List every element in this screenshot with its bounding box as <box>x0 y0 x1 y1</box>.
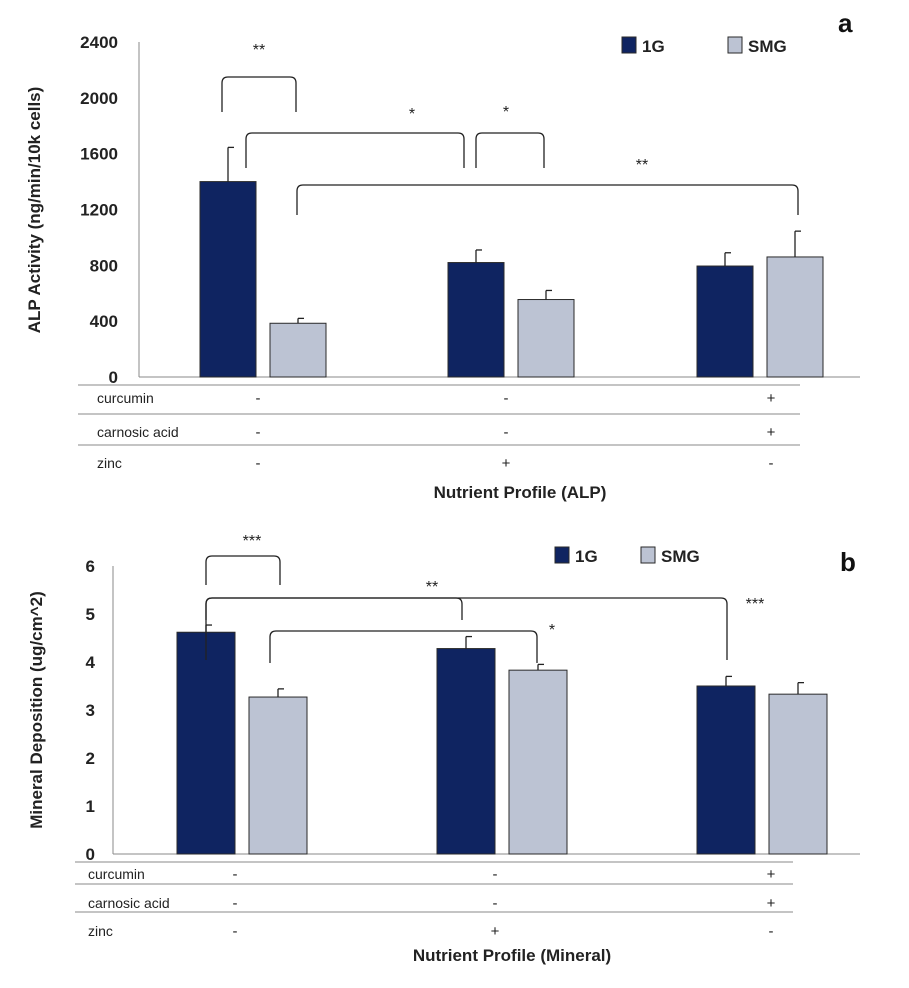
significance-label: ** <box>426 579 438 596</box>
condition-value: + <box>767 895 776 912</box>
legend-swatch-smg <box>640 546 656 564</box>
bar-1g-2 <box>436 648 496 855</box>
significance-label: ** <box>253 42 265 59</box>
y-tick-label: 5 <box>86 605 95 624</box>
y-tick-label: 0 <box>86 845 95 864</box>
bar-smg-1 <box>269 322 327 378</box>
condition-value: + <box>767 390 776 407</box>
y-tick-label: 6 <box>86 557 95 576</box>
condition-label: zinc <box>88 923 113 939</box>
bar-smg-2 <box>508 669 568 855</box>
condition-value: - <box>769 455 774 472</box>
condition-value: - <box>233 923 238 940</box>
bar-1g-3 <box>696 685 756 855</box>
bar-1g-3 <box>696 265 754 378</box>
bar-1g-2 <box>447 262 505 378</box>
y-tick-label: 1200 <box>80 201 118 220</box>
significance-bracket <box>245 132 465 168</box>
legend-label: SMG <box>661 547 700 566</box>
y-tick-label: 3 <box>86 701 95 720</box>
significance-bracket <box>475 132 545 168</box>
panel-label: b <box>840 547 856 577</box>
y-tick-label: 0 <box>109 368 118 387</box>
significance-label: * <box>549 622 555 639</box>
y-tick-label: 1600 <box>80 145 118 164</box>
condition-value: - <box>493 895 498 912</box>
y-tick-label: 2000 <box>80 89 118 108</box>
legend-label: SMG <box>748 37 787 56</box>
x-axis-label: Nutrient Profile (ALP) <box>434 483 607 502</box>
condition-value: - <box>493 866 498 883</box>
significance-label: ** <box>636 157 648 174</box>
y-tick-label: 4 <box>86 653 96 672</box>
significance-label: *** <box>243 533 262 550</box>
condition-value: - <box>256 424 261 441</box>
significance-label: * <box>409 106 415 123</box>
condition-value: + <box>502 455 511 472</box>
condition-label: curcumin <box>88 866 145 882</box>
condition-value: + <box>767 424 776 441</box>
significance-bracket <box>205 597 463 620</box>
bar-smg-2 <box>517 299 575 378</box>
significance-label: *** <box>746 596 765 613</box>
condition-value: - <box>769 923 774 940</box>
legend-swatch-1g <box>621 36 637 54</box>
panel-b: 0 1 2 3 4 5 6 Mineral Deposition (ug/cm^2) curcu… <box>27 533 860 965</box>
y-axis-label: ALP Activity (ng/min/10k cells) <box>25 87 44 334</box>
condition-label: carnosic acid <box>88 895 170 911</box>
y-tick-label: 1 <box>86 797 95 816</box>
bar-smg-3 <box>766 256 824 378</box>
legend-swatch-1g <box>554 546 570 564</box>
condition-value: - <box>504 390 509 407</box>
legend-label: 1G <box>642 37 665 56</box>
significance-bracket <box>269 630 538 663</box>
y-tick-label: 2400 <box>80 33 118 52</box>
condition-label: zinc <box>97 455 122 471</box>
bar-1g-1 <box>199 181 257 378</box>
condition-value: + <box>491 923 500 940</box>
condition-label: carnosic acid <box>97 424 179 440</box>
significance-bracket <box>205 597 728 660</box>
y-axis-label: Mineral Deposition (ug/cm^2) <box>27 591 46 829</box>
y-tick-label: 2 <box>86 749 95 768</box>
legend-swatch-smg <box>727 36 743 54</box>
condition-value: - <box>504 424 509 441</box>
panel-label: a <box>838 8 853 38</box>
significance-label: * <box>503 104 509 121</box>
bar-1g-1 <box>176 631 236 855</box>
significance-bracket <box>296 184 799 215</box>
significance-bracket <box>205 555 281 585</box>
bar-smg-1 <box>248 696 308 855</box>
y-tick-label: 400 <box>90 312 118 331</box>
y-tick-label: 800 <box>90 256 118 275</box>
bar-smg-3 <box>768 693 828 855</box>
condition-value: + <box>767 866 776 883</box>
condition-value: - <box>256 455 261 472</box>
legend-label: 1G <box>575 547 598 566</box>
x-axis-label: Nutrient Profile (Mineral) <box>413 946 611 965</box>
significance-bracket <box>221 76 297 112</box>
condition-value: - <box>233 895 238 912</box>
condition-label: curcumin <box>97 390 154 406</box>
condition-value: - <box>233 866 238 883</box>
condition-value: - <box>256 390 261 407</box>
panel-a: 0 400 800 1200 1600 2000 2400 ALP Activity (ng/… <box>25 8 860 502</box>
